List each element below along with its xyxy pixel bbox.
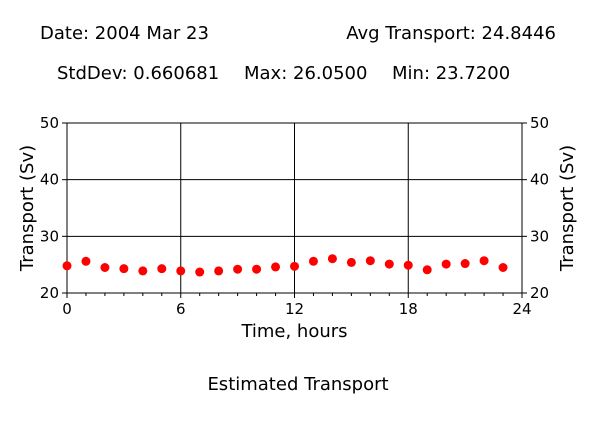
y-tick-label-left: 30 — [40, 227, 59, 245]
max-label: Max: 26.0500 — [244, 63, 368, 84]
data-point — [252, 264, 262, 274]
y-tick-label-left: 20 — [40, 284, 59, 302]
avg-transport-label: Avg Transport: 24.8446 — [346, 23, 556, 44]
data-points — [62, 254, 508, 277]
x-tick-label: 24 — [512, 300, 531, 318]
y-tick-label-right: 40 — [530, 171, 549, 189]
y-tick-label-right: 50 — [530, 114, 549, 132]
data-point — [384, 259, 394, 269]
data-point — [290, 261, 299, 271]
data-point — [214, 266, 224, 276]
data-point — [422, 265, 432, 275]
data-point — [138, 266, 148, 276]
y-tick-label-right: 30 — [530, 227, 549, 245]
min-label: Min: 23.7200 — [392, 63, 511, 84]
data-point — [195, 267, 205, 277]
x-tick-label: 0 — [62, 300, 72, 318]
y-tick-label-right: 20 — [530, 284, 549, 302]
data-point — [403, 260, 413, 270]
data-point — [81, 256, 91, 266]
y-tick-label-left: 50 — [40, 114, 59, 132]
data-point — [479, 256, 489, 266]
data-point — [327, 254, 337, 264]
date-label: Date: 2004 Mar 23 — [40, 23, 209, 44]
x-tick-label: 12 — [285, 300, 304, 318]
data-point — [460, 259, 470, 269]
data-point — [119, 264, 129, 274]
chart-caption: Estimated Transport — [207, 374, 389, 395]
data-point — [498, 263, 508, 272]
y-axis-label-right: Transport (Sv) — [557, 145, 578, 272]
data-point — [233, 264, 243, 274]
x-tick-label: 18 — [399, 300, 418, 318]
data-point — [100, 263, 110, 272]
y-tick-label-left: 40 — [40, 171, 59, 189]
data-point — [346, 257, 356, 267]
stddev-label: StdDev: 0.660681 — [57, 63, 220, 84]
x-axis-label: Time, hours — [240, 321, 347, 342]
x-tick-label: 6 — [176, 300, 186, 318]
data-point — [271, 262, 281, 272]
data-point — [176, 266, 186, 276]
data-point — [157, 264, 167, 274]
data-point — [365, 256, 375, 266]
data-point — [62, 261, 72, 271]
y-axis-label: Transport (Sv) — [17, 145, 38, 272]
data-point — [441, 259, 451, 269]
data-point — [308, 256, 318, 266]
